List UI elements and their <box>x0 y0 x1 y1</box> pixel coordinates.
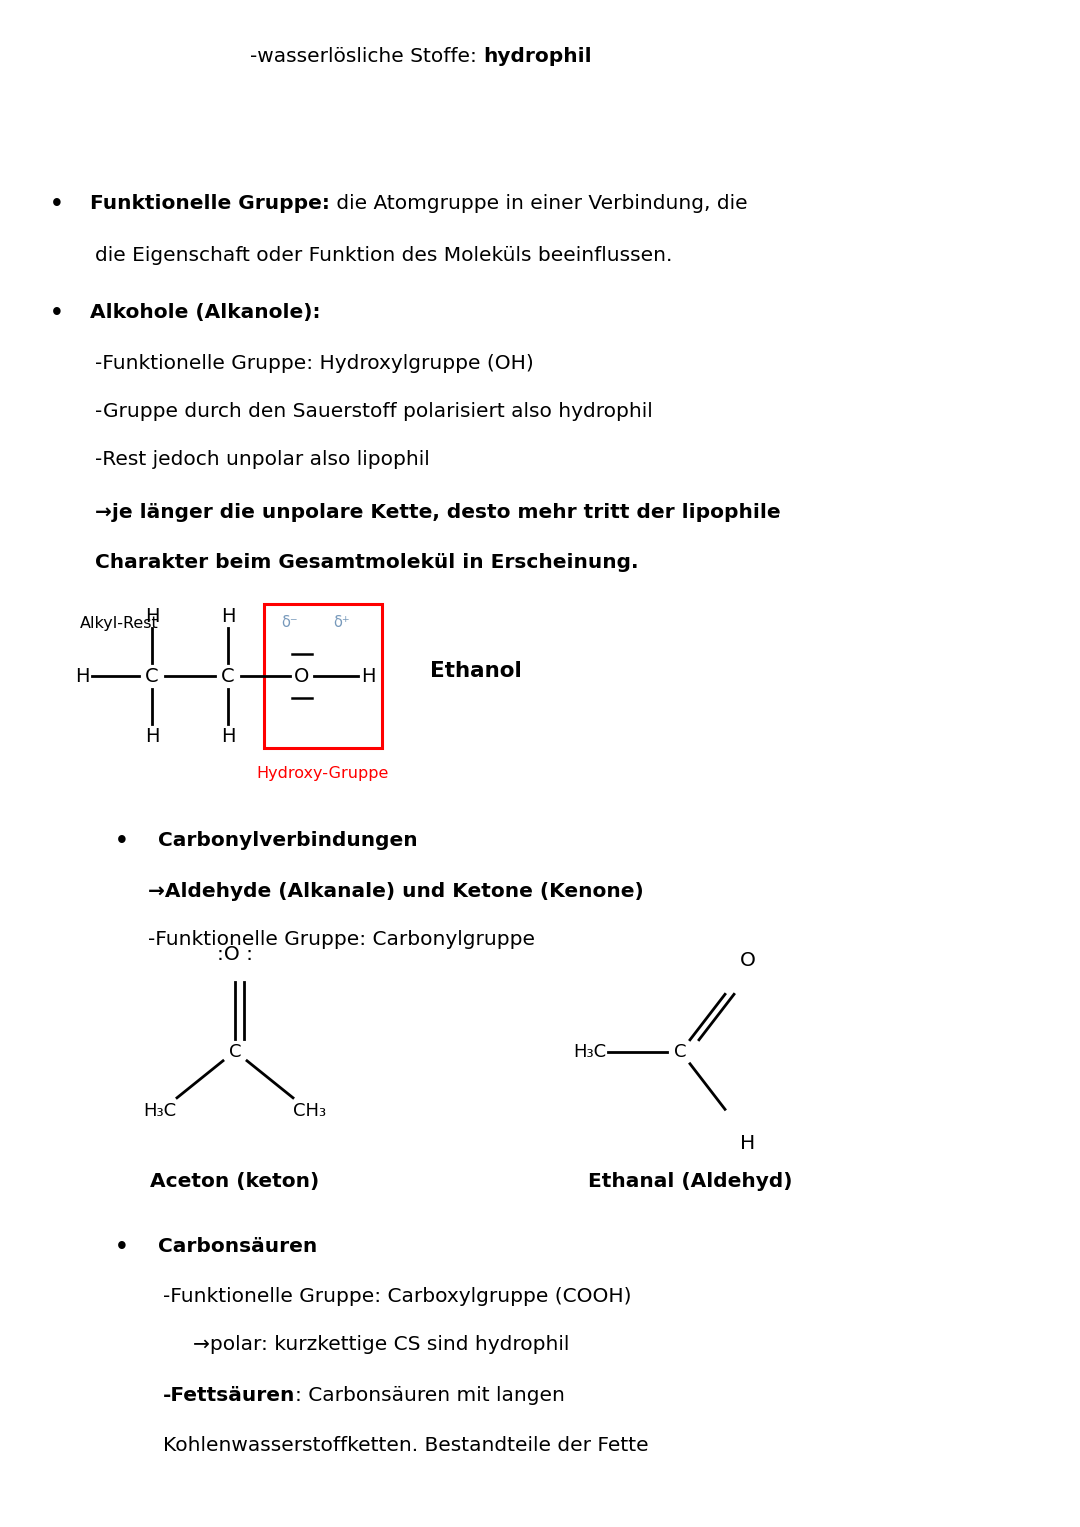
Text: -Gruppe durch den Sauerstoff polarisiert also hydrophil: -Gruppe durch den Sauerstoff polarisiert… <box>95 402 652 421</box>
Text: δ⁺: δ⁺ <box>334 614 350 629</box>
Text: :O :: :O : <box>217 945 253 964</box>
Text: hydrophil: hydrophil <box>483 47 592 66</box>
Text: Carbonylverbindungen: Carbonylverbindungen <box>158 831 418 851</box>
Text: -Funktionelle Gruppe: Carbonylgruppe: -Funktionelle Gruppe: Carbonylgruppe <box>148 930 535 948</box>
Text: Hydroxy-Gruppe: Hydroxy-Gruppe <box>257 767 389 782</box>
Text: O: O <box>740 951 756 970</box>
Text: H: H <box>220 727 235 745</box>
Text: •: • <box>114 831 129 851</box>
Text: Kohlenwasserstoffketten. Bestandteile der Fette: Kohlenwasserstoffketten. Bestandteile de… <box>163 1437 649 1455</box>
Text: Carbonsäuren: Carbonsäuren <box>158 1237 318 1255</box>
Text: H: H <box>145 727 159 745</box>
Text: C: C <box>145 667 159 686</box>
Text: →polar: kurzkettige CS sind hydrophil: →polar: kurzkettige CS sind hydrophil <box>193 1336 569 1354</box>
Text: Funktionelle Gruppe:: Funktionelle Gruppe: <box>90 194 329 212</box>
Text: Alkohole (Alkanole):: Alkohole (Alkanole): <box>90 304 321 322</box>
Text: die Atomgruppe in einer Verbindung, die: die Atomgruppe in einer Verbindung, die <box>329 194 747 212</box>
Text: CH₃: CH₃ <box>294 1102 326 1119</box>
Text: -wasserlösliche Stoffe:: -wasserlösliche Stoffe: <box>249 47 483 66</box>
Text: -Fettsäuren: -Fettsäuren <box>163 1387 295 1405</box>
Text: Ethanal (Aldehyd): Ethanal (Aldehyd) <box>588 1171 793 1191</box>
Text: Charakter beim Gesamtmolekül in Erscheinung.: Charakter beim Gesamtmolekül in Erschein… <box>95 553 638 573</box>
Text: Alkyl-Rest: Alkyl-Rest <box>80 615 159 631</box>
Text: C: C <box>674 1043 686 1061</box>
Text: H₃C: H₃C <box>573 1043 607 1061</box>
Text: Ethanol: Ethanol <box>430 661 522 681</box>
Text: H: H <box>220 606 235 626</box>
Bar <box>264 605 382 748</box>
Text: -Funktionelle Gruppe: Carboxylgruppe (COOH): -Funktionelle Gruppe: Carboxylgruppe (CO… <box>163 1287 632 1306</box>
Text: →Aldehyde (Alkanale) und Ketone (Kenone): →Aldehyde (Alkanale) und Ketone (Kenone) <box>148 881 644 901</box>
Text: H: H <box>361 667 375 686</box>
Text: -Rest jedoch unpolar also lipophil: -Rest jedoch unpolar also lipophil <box>95 450 430 469</box>
Text: die Eigenschaft oder Funktion des Moleküls beeinflussen.: die Eigenschaft oder Funktion des Molekü… <box>95 246 673 266</box>
Text: →je länger die unpolare Kette, desto mehr tritt der lipophile: →je länger die unpolare Kette, desto meh… <box>95 502 781 522</box>
Text: Aceton (keton): Aceton (keton) <box>150 1171 320 1191</box>
Text: •: • <box>50 194 64 214</box>
Text: δ⁻: δ⁻ <box>282 614 298 629</box>
Text: C: C <box>221 667 234 686</box>
Text: H₃C: H₃C <box>144 1102 176 1119</box>
Text: •: • <box>114 1237 129 1257</box>
Text: -Funktionelle Gruppe: Hydroxylgruppe (OH): -Funktionelle Gruppe: Hydroxylgruppe (OH… <box>95 354 534 373</box>
Text: •: • <box>50 304 64 324</box>
Text: H: H <box>741 1135 756 1153</box>
Text: H: H <box>75 667 90 686</box>
Text: O: O <box>295 667 310 686</box>
Text: : Carbonsäuren mit langen: : Carbonsäuren mit langen <box>295 1387 565 1405</box>
Text: H: H <box>145 606 159 626</box>
Text: C: C <box>229 1043 241 1061</box>
